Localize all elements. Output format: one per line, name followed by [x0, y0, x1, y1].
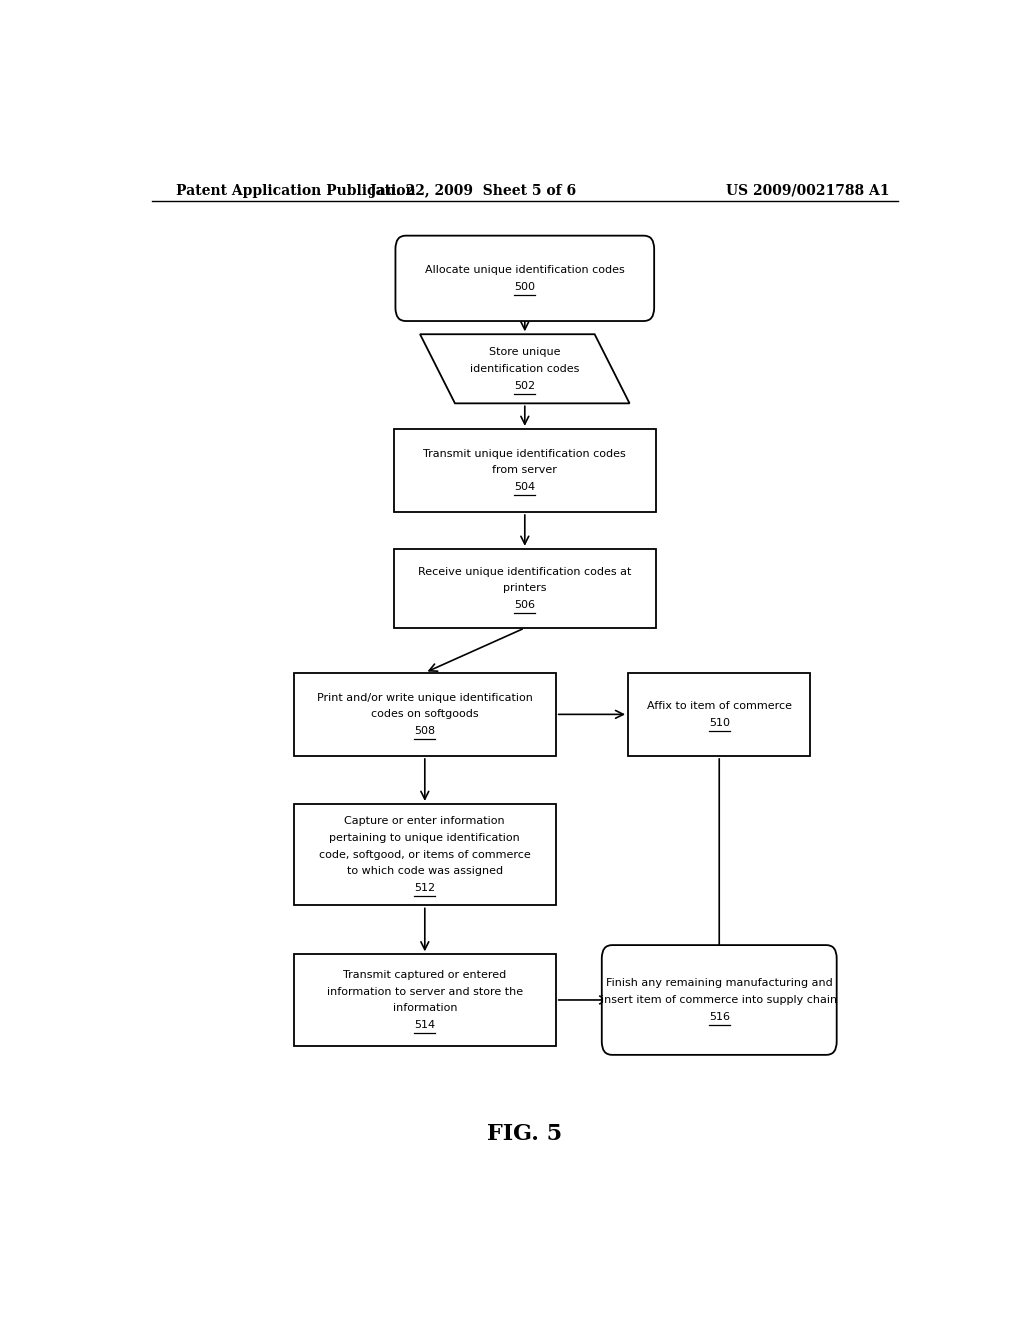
Text: Transmit captured or entered: Transmit captured or entered: [343, 970, 507, 979]
Text: 500: 500: [514, 281, 536, 292]
Text: code, softgood, or items of commerce: code, softgood, or items of commerce: [318, 850, 530, 859]
Text: codes on softgoods: codes on softgoods: [371, 709, 478, 719]
Bar: [394, 429, 655, 512]
FancyBboxPatch shape: [602, 945, 837, 1055]
Text: 506: 506: [514, 601, 536, 610]
Bar: [394, 549, 655, 628]
Text: Print and/or write unique identification: Print and/or write unique identification: [316, 693, 532, 702]
Text: from server: from server: [493, 466, 557, 475]
Text: identification codes: identification codes: [470, 364, 580, 374]
Text: Allocate unique identification codes: Allocate unique identification codes: [425, 265, 625, 275]
Bar: [294, 954, 556, 1045]
Text: 502: 502: [514, 380, 536, 391]
Bar: [628, 673, 811, 756]
Bar: [294, 804, 556, 906]
Bar: [294, 673, 556, 756]
Polygon shape: [420, 334, 630, 404]
Text: Jan. 22, 2009  Sheet 5 of 6: Jan. 22, 2009 Sheet 5 of 6: [370, 183, 577, 198]
Text: US 2009/0021788 A1: US 2009/0021788 A1: [726, 183, 890, 198]
Text: 510: 510: [709, 718, 730, 727]
Text: FIG. 5: FIG. 5: [487, 1123, 562, 1146]
Text: to which code was assigned: to which code was assigned: [347, 866, 503, 876]
Text: Affix to item of commerce: Affix to item of commerce: [647, 701, 792, 711]
Text: insert item of commerce into supply chain: insert item of commerce into supply chai…: [601, 995, 838, 1005]
Text: 512: 512: [415, 883, 435, 894]
Text: 504: 504: [514, 482, 536, 492]
Text: printers: printers: [503, 583, 547, 593]
Text: information to server and store the: information to server and store the: [327, 986, 523, 997]
Text: Store unique: Store unique: [489, 347, 560, 356]
Text: Capture or enter information: Capture or enter information: [344, 816, 505, 826]
Text: Patent Application Publication: Patent Application Publication: [176, 183, 416, 198]
FancyBboxPatch shape: [395, 236, 654, 321]
Text: Receive unique identification codes at: Receive unique identification codes at: [418, 566, 632, 577]
Text: 514: 514: [415, 1020, 435, 1030]
Text: Transmit unique identification codes: Transmit unique identification codes: [424, 449, 626, 458]
Text: 516: 516: [709, 1011, 730, 1022]
Text: 508: 508: [415, 726, 435, 737]
Text: Finish any remaining manufacturing and: Finish any remaining manufacturing and: [606, 978, 833, 989]
Text: information: information: [392, 1003, 457, 1014]
Text: pertaining to unique identification: pertaining to unique identification: [330, 833, 520, 843]
